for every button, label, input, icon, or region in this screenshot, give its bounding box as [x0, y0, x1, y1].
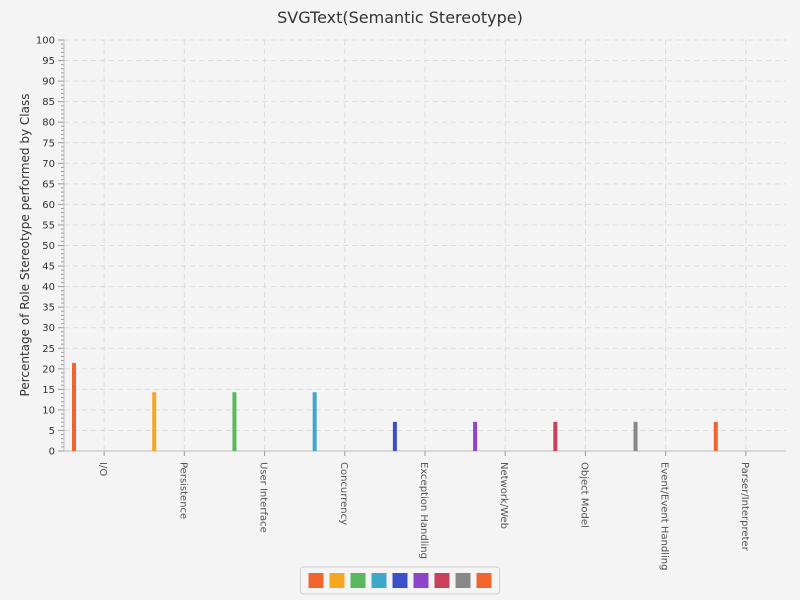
y-tick-label: 80: [42, 118, 55, 129]
bar: [152, 392, 157, 451]
bar: [232, 392, 237, 451]
x-tick-label: Event/Event Handling: [659, 462, 670, 570]
bar: [713, 421, 718, 451]
y-tick-label: 30: [42, 323, 55, 334]
y-tick-label: 50: [42, 241, 55, 252]
y-tick-label: 70: [42, 159, 55, 170]
legend-swatch[interactable]: [350, 573, 366, 588]
legend-swatch[interactable]: [455, 573, 471, 588]
y-tick-label: 0: [49, 447, 55, 458]
bar: [312, 392, 317, 451]
y-tick-label: 20: [42, 364, 55, 375]
legend-swatch[interactable]: [413, 573, 429, 588]
x-tick-label: Parser/Interpreter: [739, 462, 750, 552]
legend-swatch[interactable]: [329, 573, 345, 588]
bar: [392, 421, 397, 451]
legend-swatch[interactable]: [392, 573, 408, 588]
bars: [72, 363, 718, 451]
grid: [64, 39, 786, 451]
y-tick-label: 95: [42, 56, 55, 67]
chart-title: SVGText(Semantic Stereotype): [277, 8, 523, 27]
y-tick-label: 15: [42, 385, 55, 396]
y-tick-label: 75: [42, 138, 55, 149]
tick-labels: 0 5 10 15 20 25 30 35 40 45 50 55 60 65 70 75 80 85 90 95 10…: [36, 36, 750, 571]
y-axis-label: Percentage of Role Stereotype performed …: [18, 94, 32, 397]
bar: [553, 421, 558, 451]
x-tick-label: Persistence: [177, 462, 188, 519]
y-tick-label: 100: [36, 36, 55, 47]
y-tick-label: 10: [42, 405, 55, 416]
bar: [72, 363, 76, 451]
x-tick-label: Exception Handling: [418, 462, 429, 559]
axes: [58, 39, 786, 456]
legend-swatch[interactable]: [371, 573, 387, 588]
legend-swatch[interactable]: [434, 573, 450, 588]
y-tick-label: 40: [42, 282, 55, 293]
y-tick-label: 55: [42, 220, 55, 231]
y-tick-label: 90: [42, 77, 55, 88]
y-tick-label: 85: [42, 97, 55, 108]
x-tick-label: User Interface: [258, 462, 269, 533]
x-tick-label: I/O: [97, 462, 108, 476]
x-tick-label: Concurrency: [338, 462, 349, 525]
x-tick-label: Object Model: [578, 462, 589, 528]
legend[interactable]: [300, 566, 500, 595]
y-tick-label: 65: [42, 179, 55, 190]
legend-swatch[interactable]: [308, 573, 324, 588]
y-tick-label: 45: [42, 262, 55, 273]
y-tick-label: 35: [42, 303, 55, 314]
y-tick-label: 5: [49, 426, 55, 437]
bar: [473, 421, 478, 451]
legend-swatch[interactable]: [476, 573, 492, 588]
bar: [633, 421, 638, 451]
y-tick-label: 60: [42, 200, 55, 211]
x-tick-label: Network/Web: [498, 462, 509, 529]
y-tick-label: 25: [42, 344, 55, 355]
